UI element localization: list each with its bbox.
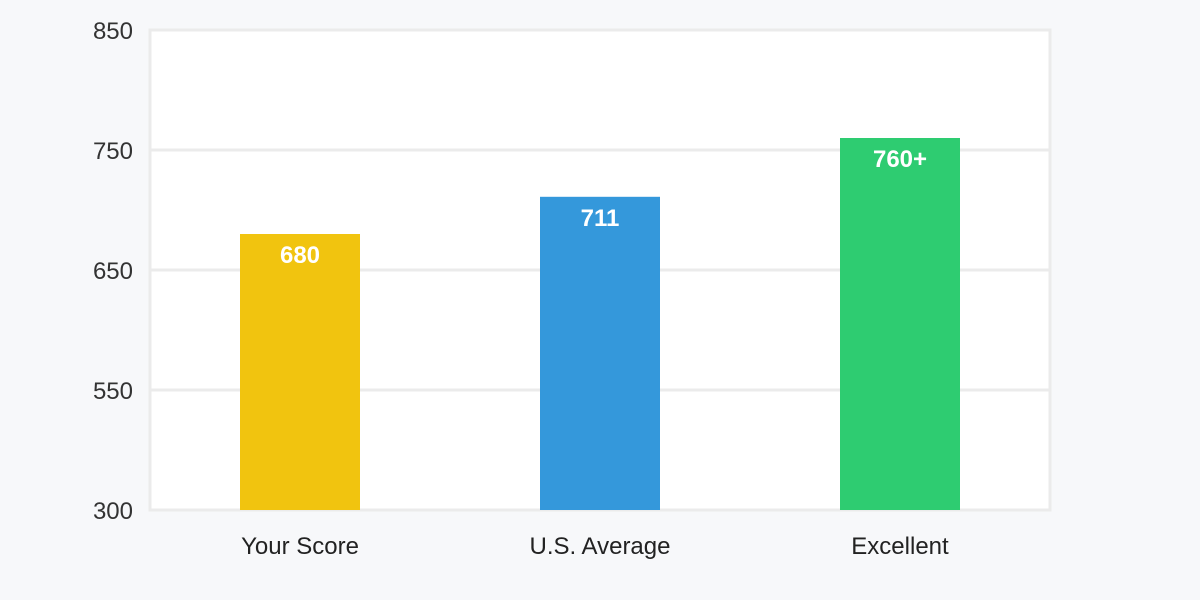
y-tick-label: 550 [93, 378, 133, 405]
data-label: 760+ [873, 146, 927, 173]
bar [540, 196, 660, 511]
bar [840, 138, 960, 510]
bar [240, 234, 360, 510]
x-tick-label: U.S. Average [530, 533, 671, 560]
y-tick-label: 300 [93, 498, 133, 525]
x-tick-label: Excellent [851, 533, 949, 560]
x-tick-label: Your Score [241, 533, 359, 560]
y-tick-label: 850 [93, 18, 133, 45]
y-tick-label: 750 [93, 138, 133, 165]
data-label: 680 [280, 242, 320, 269]
y-tick-label: 650 [93, 258, 133, 285]
data-label: 711 [581, 205, 620, 232]
